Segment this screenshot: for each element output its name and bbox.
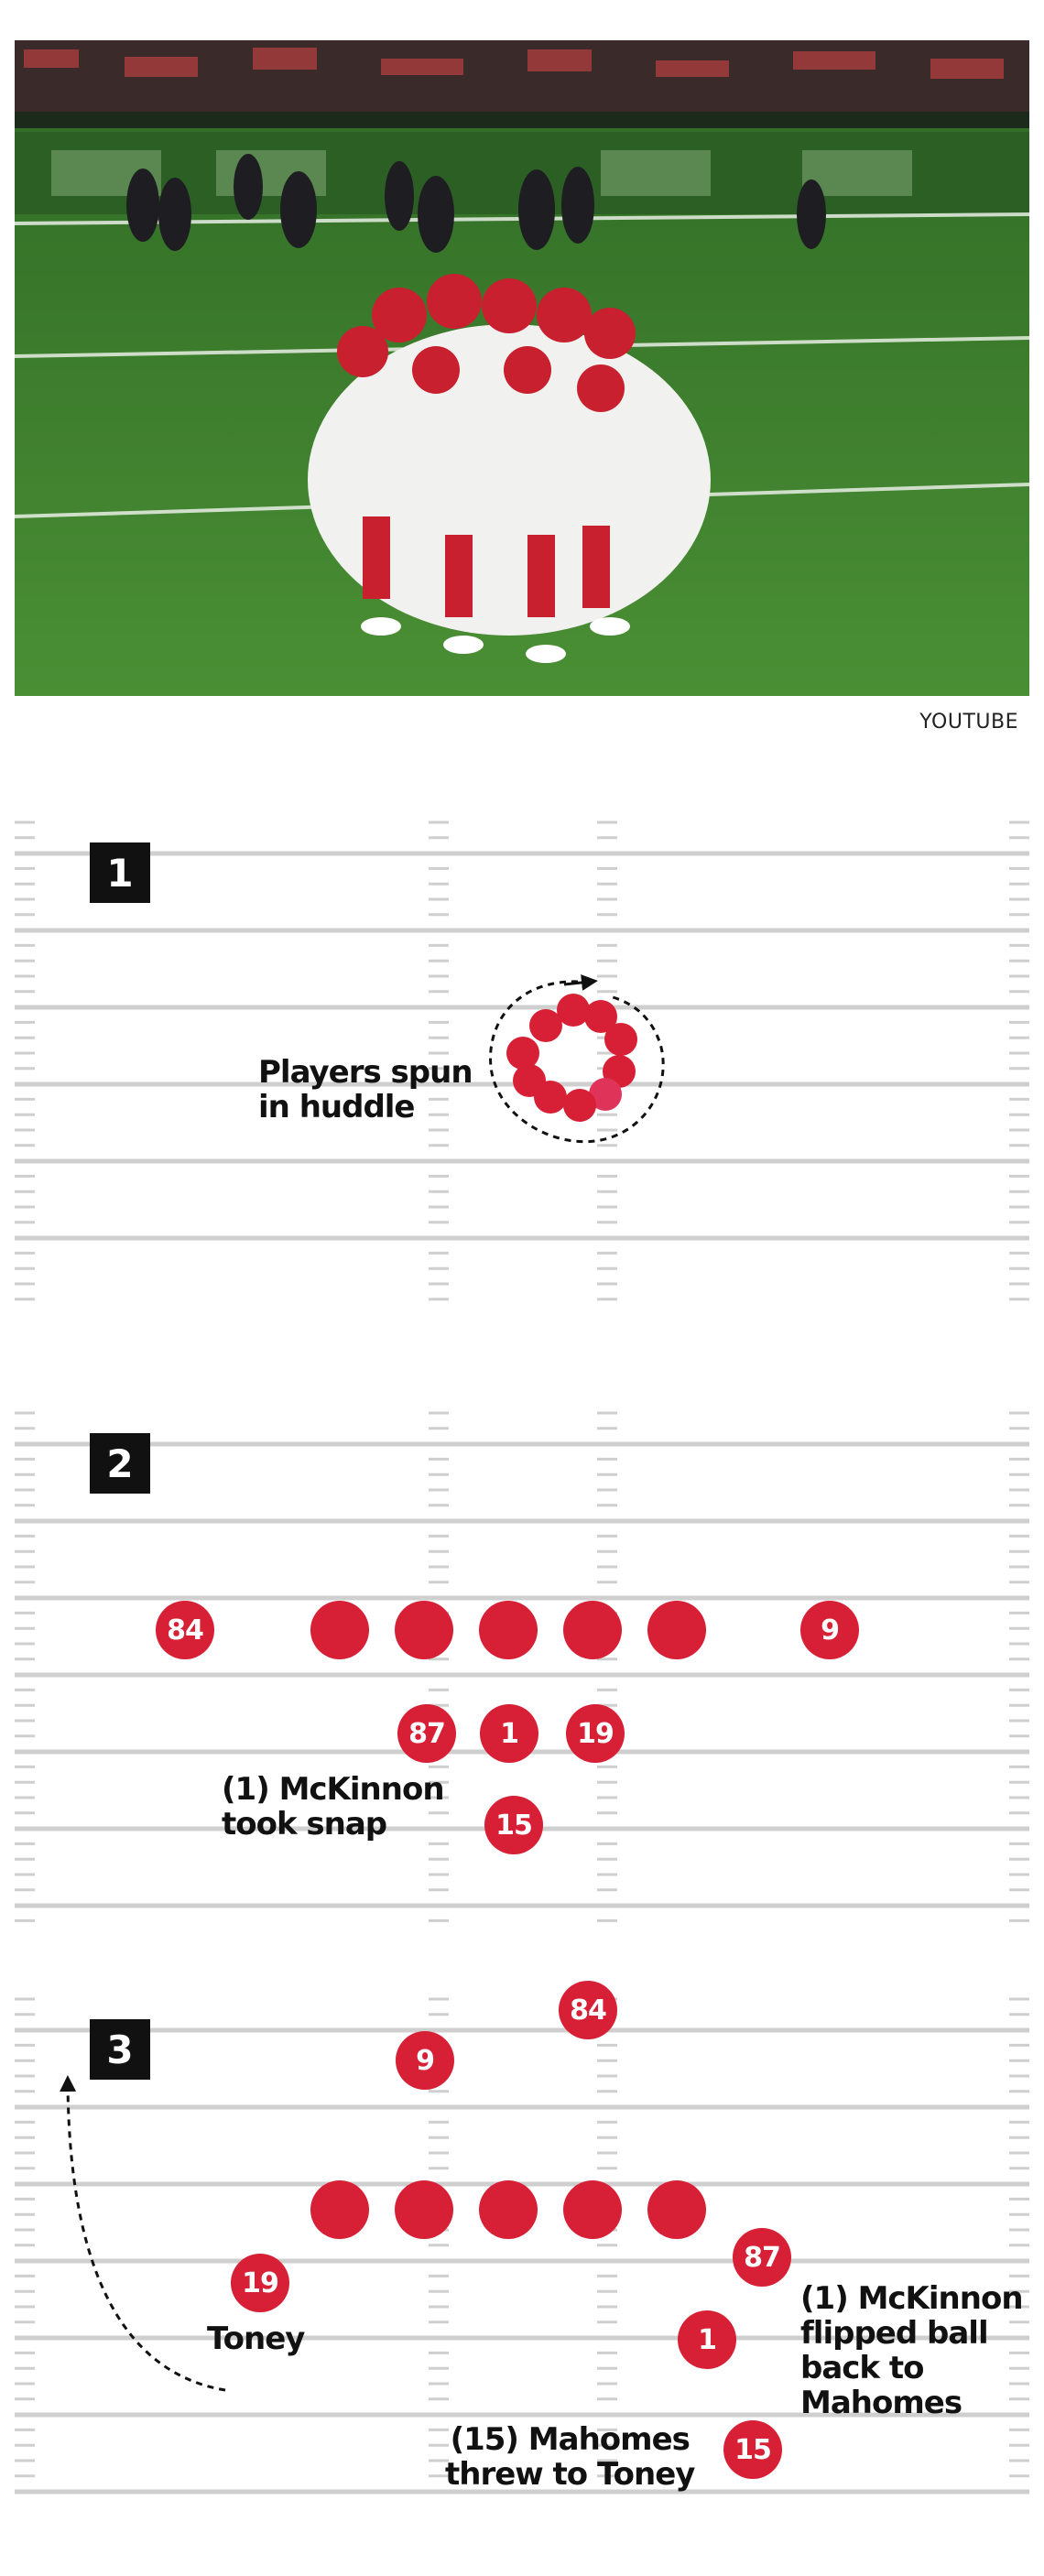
player-84: 84 <box>559 1981 617 2039</box>
lineman <box>563 1601 622 1659</box>
player-19: 19 <box>566 1704 625 1763</box>
note-mckinnon-flip: (1) McKinnon flipped ball back to Mahome… <box>800 2280 1024 2421</box>
spin-arrow-path <box>489 980 665 1144</box>
huddle-player <box>589 1078 622 1111</box>
photo-credit: YOUTUBE <box>919 711 1018 734</box>
lineman <box>310 1601 369 1659</box>
field-lines <box>15 1411 1029 1922</box>
diagram-step-2: 2 84 9 87 1 19 15 (1) McKinnon took snap <box>15 1406 1029 1928</box>
player-84: 84 <box>156 1601 214 1659</box>
lineman <box>647 1601 706 1659</box>
huddle-player <box>584 1000 617 1033</box>
lineman <box>563 2180 622 2239</box>
player-1: 1 <box>678 2310 736 2369</box>
huddle-player <box>604 1023 637 1056</box>
label-toney: Toney <box>207 2321 305 2357</box>
player-1: 1 <box>480 1704 538 1763</box>
field-lines <box>15 1997 1029 2494</box>
player-9: 9 <box>800 1601 859 1659</box>
huddle-photo <box>15 40 1029 696</box>
diagram-step-1: 1 Players spun in huddle <box>15 815 1029 1310</box>
player-9: 9 <box>396 2031 454 2090</box>
player-15: 15 <box>484 1796 543 1854</box>
player-19: 19 <box>231 2254 289 2312</box>
note-mckinnon-snap: (1) McKinnon took snap <box>222 1771 445 1842</box>
lineman <box>310 2180 369 2239</box>
lineman <box>395 2180 453 2239</box>
lineman <box>395 1601 453 1659</box>
huddle-players <box>506 994 637 1122</box>
huddle-player <box>506 1037 539 1070</box>
huddle-spin <box>489 974 665 1144</box>
player-87: 87 <box>397 1704 456 1763</box>
huddle-player <box>563 1089 596 1122</box>
diagram-step-3: 3 84 9 87 19 1 15 Toney (1) McKinnon fli… <box>15 1981 1029 2505</box>
note-players-spun: Players spun in huddle <box>258 1054 473 1125</box>
field-lines <box>15 821 1029 1301</box>
huddle-player <box>529 1009 562 1042</box>
huddle-player <box>513 1064 546 1097</box>
lineman <box>479 1601 538 1659</box>
step-badge-2: 2 <box>90 1433 150 1494</box>
player-15: 15 <box>723 2420 782 2479</box>
huddle-player <box>557 994 590 1027</box>
step-badge-1: 1 <box>90 842 150 903</box>
step-badge-3: 3 <box>90 2019 150 2080</box>
toney-route-arrow <box>60 2075 226 2392</box>
lineman <box>479 2180 538 2239</box>
lineman <box>647 2180 706 2239</box>
huddle-photo-illustration <box>15 40 1029 696</box>
note-mahomes-throw: (15) Mahomes threw to Toney <box>445 2421 695 2493</box>
player-87: 87 <box>733 2228 791 2287</box>
